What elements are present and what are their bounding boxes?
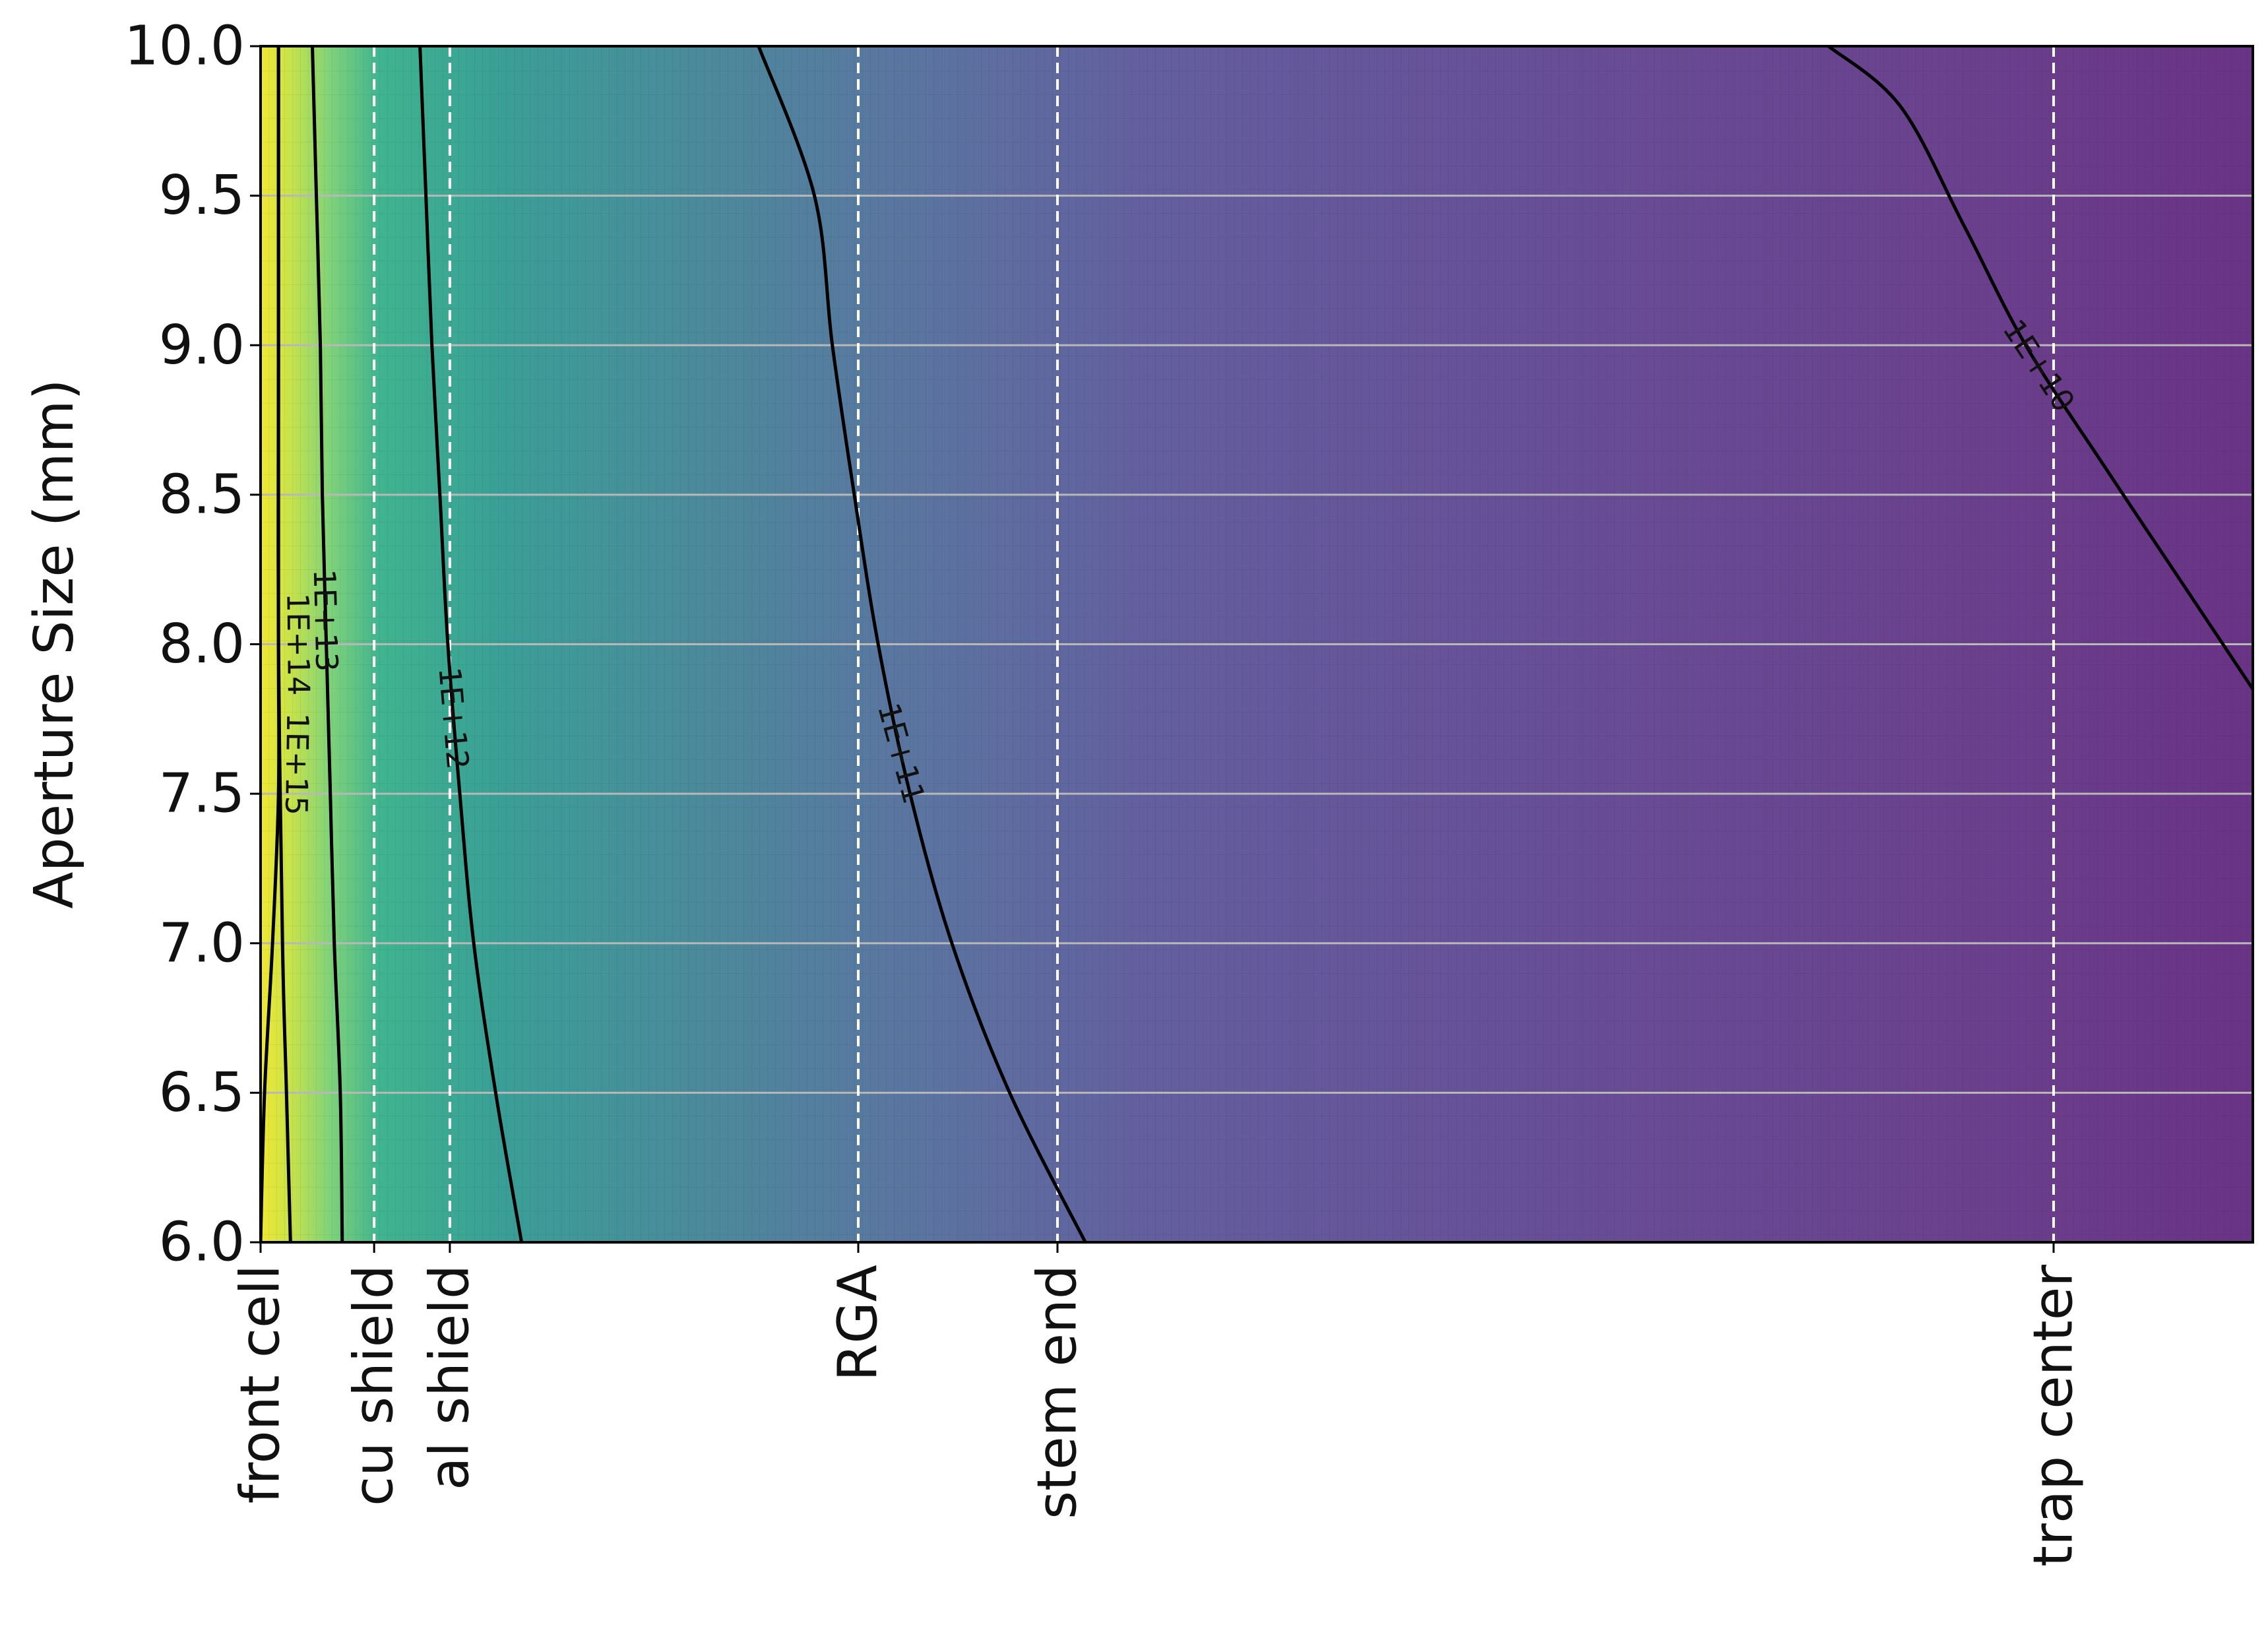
y-gridlines (261, 195, 2253, 1094)
y-tick-label: 10.0 (124, 15, 245, 78)
x-tick-label: RGA (827, 1265, 890, 1381)
y-tick-label: 8.0 (159, 613, 245, 676)
location-lines (373, 46, 2055, 1242)
y-tick-label: 8.5 (159, 463, 245, 526)
x-tick-label: trap center (2023, 1265, 2085, 1567)
x-tick-label: cu shield (343, 1265, 406, 1506)
y-tick-label: 9.0 (159, 314, 245, 377)
contour-line (276, 46, 292, 1242)
y-tick-label: 6.5 (159, 1062, 245, 1124)
contour-line (757, 46, 1087, 1242)
contour-line (311, 46, 344, 1242)
x-tick-label: al shield (418, 1265, 481, 1490)
contour-label: 1E+12 (431, 666, 476, 771)
y-axis-title: Aperture Size (mm) (23, 379, 86, 909)
y-tick-label: 6.0 (159, 1211, 245, 1274)
x-tick-label: stem end (1026, 1265, 1089, 1519)
contour-label: 1E+14 (280, 593, 317, 696)
x-tick-label: front cell (230, 1265, 292, 1504)
x-axis: front cell cu shield al shield RGA stem end t… (230, 1242, 2085, 1567)
y-axis: 6.0 6.5 7.0 7.5 8.0 8.5 9.0 9.5 10.0 (124, 15, 261, 1274)
y-tick-label: 9.5 (159, 164, 245, 227)
contour-line (1827, 46, 2253, 690)
contour-label: 1E+15 (278, 713, 315, 815)
contour-label: 1E+13 (307, 569, 345, 672)
y-tick-label: 7.0 (159, 912, 245, 974)
y-tick-label: 7.5 (159, 763, 245, 825)
contour-line (418, 46, 524, 1242)
